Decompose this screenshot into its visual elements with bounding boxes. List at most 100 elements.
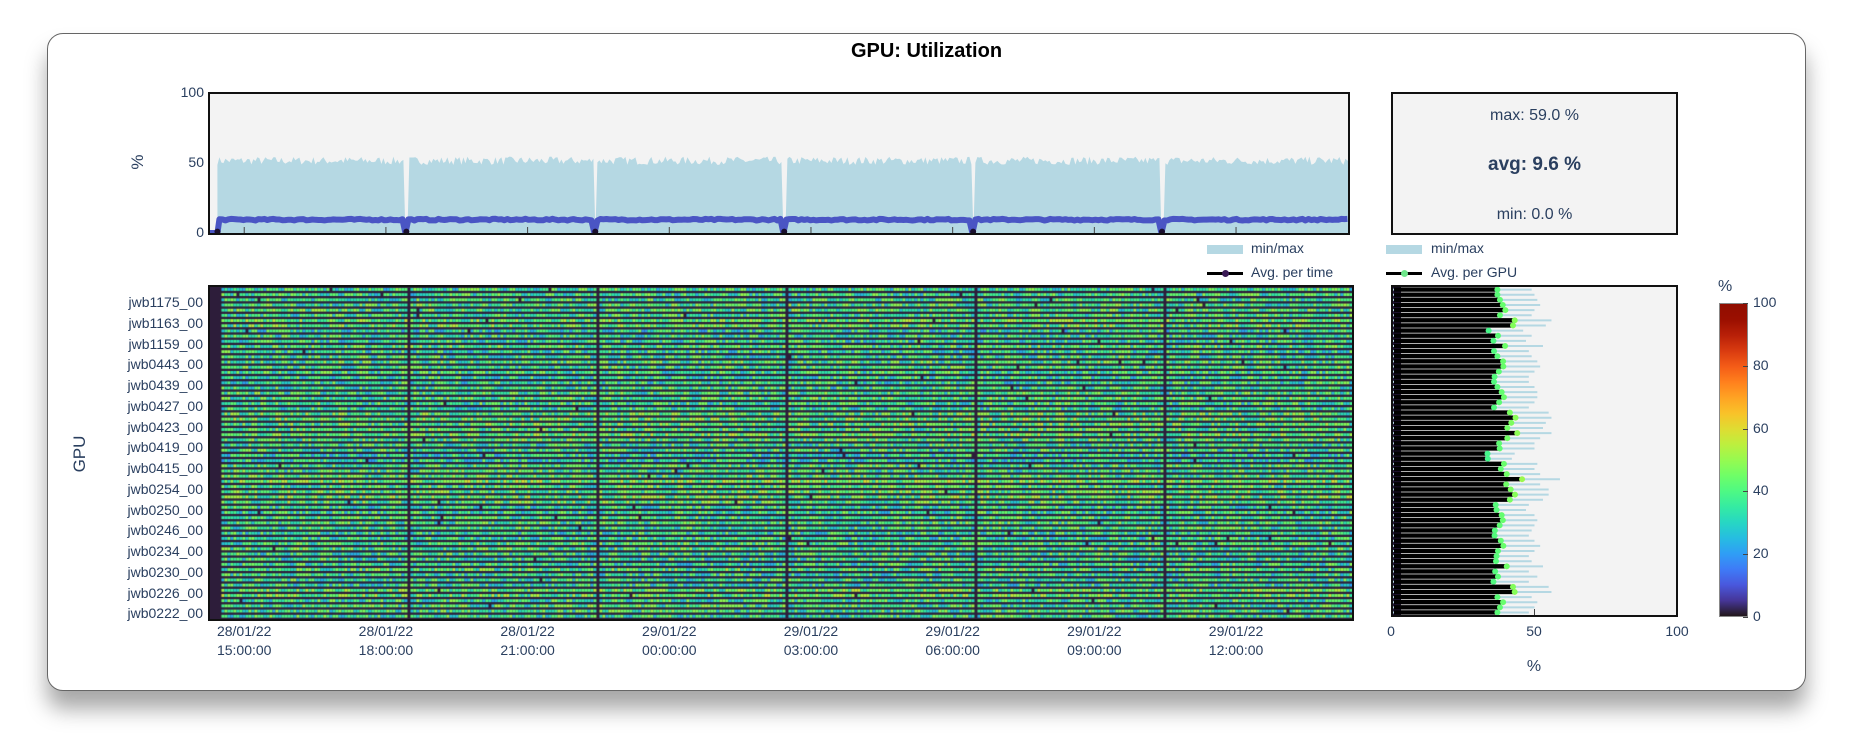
gpu-avg-bar xyxy=(1394,605,1501,610)
tick-date: 28/01/22 xyxy=(500,623,555,639)
gpu-avg-marker xyxy=(1507,486,1514,493)
gpu-avg-bar xyxy=(1394,292,1499,297)
tick-time: 21:00:00 xyxy=(500,642,555,658)
gpu-avg-bar xyxy=(1394,569,1497,574)
gpu-avg-marker xyxy=(1512,414,1519,421)
gpu-avg-marker xyxy=(1491,527,1498,534)
tick-time: 18:00:00 xyxy=(358,642,414,658)
heatmap-y-axis-label: GPU xyxy=(70,435,89,473)
gpu-avg-bar xyxy=(1394,451,1489,456)
gpu-label: jwb1175_00 xyxy=(128,294,203,311)
gpu-avg-marker xyxy=(1497,465,1504,472)
gpu-avg-marker xyxy=(1492,568,1499,575)
legend-avg-label[interactable]: Avg. per GPU xyxy=(1431,264,1518,280)
gpu-avg-bar xyxy=(1394,343,1507,349)
gpu-avg-bar xyxy=(1394,287,1499,292)
gpu-label: jwb0423_00 xyxy=(127,418,203,435)
gpu-avg-marker xyxy=(1494,332,1501,339)
legend-minmax-label[interactable]: min/max xyxy=(1251,240,1304,256)
gpu-avg-marker xyxy=(1494,353,1501,360)
colorbar-tick-mark xyxy=(1743,491,1748,493)
minmax-area xyxy=(217,156,1350,233)
gpu-avg-marker xyxy=(1500,363,1507,370)
time-tick-label: 29/01/22 09:00:00 xyxy=(1054,622,1134,660)
gpu-avg-marker xyxy=(1493,506,1500,513)
tick-date: 29/01/22 xyxy=(1067,623,1122,639)
gpu-avg-marker xyxy=(1508,419,1515,426)
gpu-avg-bar xyxy=(1394,461,1505,467)
bar-x-tick: 0 xyxy=(1387,623,1395,639)
legend-minmax-label[interactable]: min/max xyxy=(1431,240,1484,256)
gpu-avg-marker xyxy=(1494,383,1501,390)
gpu-avg-bar xyxy=(1394,318,1516,323)
gpu-avg-bar xyxy=(1394,333,1499,338)
gpu-avg-marker xyxy=(1511,317,1518,324)
gpu-avg-marker xyxy=(1506,496,1513,503)
top-y-tick: 100 xyxy=(180,84,204,100)
top-y-axis-label: % xyxy=(128,154,147,170)
gpu-avg-bar xyxy=(1394,610,1499,615)
gpu-label: jwb0415_00 xyxy=(127,460,203,477)
gpu-avg-bar xyxy=(1394,353,1499,359)
gpu-avg-marker xyxy=(1499,517,1506,524)
gpu-avg-marker xyxy=(1494,573,1501,580)
gpu-avg-marker xyxy=(1496,445,1503,452)
time-tick-label: 28/01/22 18:00:00 xyxy=(346,622,426,660)
gpu-avg-marker xyxy=(1496,296,1503,303)
gpu-avg-bar xyxy=(1394,456,1489,461)
gpu-label: jwb0246_00 xyxy=(127,522,203,539)
gpu-avg-bar xyxy=(1394,528,1496,533)
gpu-label: jwb1163_00 xyxy=(128,314,203,331)
plot-border xyxy=(1391,285,1678,617)
gpu-avg-marker xyxy=(1496,604,1503,611)
gpu-avg-marker xyxy=(1498,389,1505,396)
time-tick-label: 28/01/22 21:00:00 xyxy=(488,622,568,660)
gpu-avg-marker xyxy=(1500,599,1507,606)
utilization-heatmap[interactable] xyxy=(208,285,1354,621)
colorbar-tick-mark xyxy=(1743,617,1748,618)
gpu-avg-bar xyxy=(1394,374,1496,379)
gpu-avg-marker xyxy=(1494,594,1501,601)
gpu-avg-bar xyxy=(1394,435,1509,441)
gpu-avg-bar xyxy=(1394,302,1504,308)
gpu-avg-marker xyxy=(1503,481,1510,488)
avg-per-gpu-bar-plot[interactable] xyxy=(1391,285,1678,617)
gpu-avg-bar xyxy=(1394,553,1498,559)
colorbar-tick-label: 20 xyxy=(1753,545,1769,562)
gpu-label: jwb0222_00 xyxy=(127,605,203,622)
tick-date: 29/01/22 xyxy=(783,623,839,639)
gpu-avg-marker xyxy=(1493,553,1500,560)
gpu-avg-bar xyxy=(1394,312,1501,318)
gpu-avg-marker xyxy=(1494,291,1501,298)
tick-date: 28/01/22 xyxy=(358,623,414,639)
time-series-plot[interactable] xyxy=(208,92,1350,235)
gpu-avg-bar xyxy=(1394,425,1509,431)
min-bars xyxy=(1393,287,1401,615)
colorbar xyxy=(1719,303,1748,617)
gpu-avg-bar xyxy=(1394,533,1496,538)
tick-date: 28/01/22 xyxy=(216,623,272,639)
gpu-avg-bar xyxy=(1394,338,1495,344)
colorbar-title: % xyxy=(1718,278,1733,295)
gpu-avg-bar xyxy=(1394,379,1496,385)
gpu-avg-bar xyxy=(1394,466,1502,472)
colorbar-tick-mark xyxy=(1743,365,1748,367)
legend-avg-label[interactable]: Avg. per time xyxy=(1251,264,1334,280)
gpu-avg-bar xyxy=(1394,476,1524,482)
tick-time: 03:00:00 xyxy=(783,642,839,658)
gpu-avg-marker xyxy=(1496,440,1503,447)
top-y-tick: 50 xyxy=(188,154,204,170)
gpu-avg-marker xyxy=(1500,358,1507,365)
gpu-avg-bar xyxy=(1394,512,1503,518)
gpu-avg-marker xyxy=(1499,301,1506,308)
gpu-label: jwb0226_00 xyxy=(127,584,203,601)
gpu-avg-marker xyxy=(1492,501,1499,508)
tick-time: 09:00:00 xyxy=(1067,642,1122,658)
bar-x-axis-label: % xyxy=(1526,658,1542,675)
gpu-avg-marker xyxy=(1491,404,1498,411)
gpu-avg-marker xyxy=(1502,342,1509,349)
gpu-avg-bar xyxy=(1394,579,1495,584)
gpu-avg-marker xyxy=(1509,583,1516,590)
gpu-avg-marker xyxy=(1491,373,1498,380)
gpu-avg-bar xyxy=(1394,492,1516,497)
